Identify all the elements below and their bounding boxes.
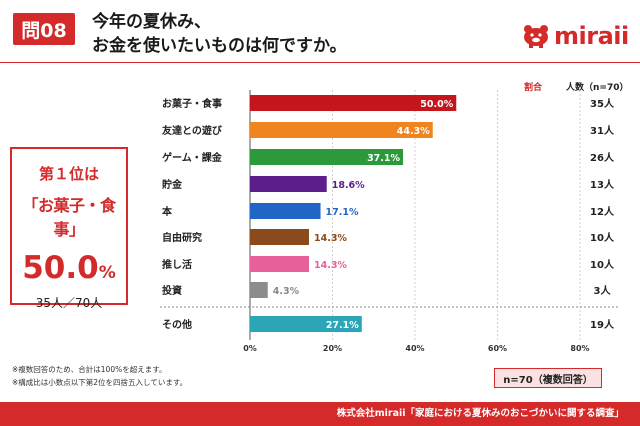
- data-label: 17.1%: [326, 207, 359, 218]
- sample-size-box: n=70（複数回答）: [494, 368, 602, 388]
- count-label: 26人: [590, 151, 615, 164]
- data-label: 27.1%: [326, 320, 359, 331]
- footer-source: 株式会社miraii「家庭における夏休みのおこづかいに関する調査」: [0, 402, 640, 426]
- count-label: 10人: [590, 231, 615, 244]
- header-divider: [0, 62, 640, 63]
- count-label: 19人: [590, 318, 615, 331]
- x-tick-label: 60%: [488, 344, 507, 353]
- bar: [250, 149, 404, 165]
- bar: [250, 316, 362, 332]
- data-label: 37.1%: [367, 153, 400, 164]
- x-tick-label: 20%: [323, 344, 342, 353]
- callout-rank: 第１位は: [38, 165, 99, 183]
- bar: [250, 122, 433, 138]
- data-label: 14.3%: [314, 260, 347, 271]
- callout-percent-value: 50.0: [22, 250, 99, 286]
- logo-text: miraii: [554, 22, 629, 50]
- footnote-1: ※複数回答のため、合計は100%を超えます。: [12, 365, 167, 374]
- title-line-2: お金を使いたいものは何ですか。: [92, 36, 347, 56]
- bar: [250, 95, 457, 111]
- question-badge: 問08: [13, 13, 75, 45]
- bar: [250, 203, 321, 219]
- data-label: 44.3%: [397, 126, 430, 137]
- count-label: 12人: [590, 205, 615, 218]
- count-label: 3人: [594, 284, 612, 297]
- page-title: 今年の夏休み、 お金を使いたいものは何ですか。: [92, 10, 347, 58]
- category-label: ゲーム・課金: [162, 151, 223, 164]
- category-label: 貯金: [162, 178, 183, 191]
- callout-percent: 50.0%: [12, 250, 126, 286]
- category-label: 本: [162, 205, 173, 218]
- ratio-column-header: 割合: [524, 83, 543, 93]
- bar: [250, 176, 327, 192]
- top-answer-callout: 第１位は 「お菓子・食事」 50.0% 35人／70人: [10, 147, 128, 310]
- piggy-bank-icon: [524, 25, 548, 48]
- category-label: 推し活: [162, 258, 192, 271]
- data-label: 14.3%: [314, 233, 347, 244]
- data-label: 50.0%: [420, 99, 453, 110]
- bar: [250, 256, 309, 272]
- callout-count: 35人／70人: [35, 296, 103, 310]
- x-tick-label: 0%: [243, 344, 257, 353]
- callout-percent-unit: %: [98, 263, 116, 283]
- category-label: お菓子・食事: [162, 97, 222, 110]
- data-label: 18.6%: [332, 180, 365, 191]
- x-tick-label: 40%: [405, 344, 424, 353]
- data-label: 4.3%: [273, 286, 300, 297]
- category-label: 自由研究: [162, 231, 202, 244]
- count-label: 35人: [590, 97, 615, 110]
- footnote-2: ※構成比は小数点以下第2位を四捨五入しています。: [12, 378, 188, 387]
- count-label: 13人: [590, 178, 615, 191]
- brand-logo: miraii: [520, 22, 629, 50]
- callout-item: 「お菓子・食事」: [22, 196, 116, 239]
- x-tick-label: 80%: [570, 344, 589, 353]
- category-label: その他: [162, 318, 192, 331]
- category-label: 投資: [162, 284, 182, 297]
- count-label: 10人: [590, 258, 615, 271]
- category-label: 友達との遊び: [162, 124, 222, 137]
- bar: [250, 229, 309, 245]
- count-label: 31人: [590, 124, 615, 137]
- people-column-header: 人数（n=70）: [566, 83, 629, 93]
- title-line-1: 今年の夏休み、: [92, 12, 211, 32]
- bar: [250, 282, 268, 298]
